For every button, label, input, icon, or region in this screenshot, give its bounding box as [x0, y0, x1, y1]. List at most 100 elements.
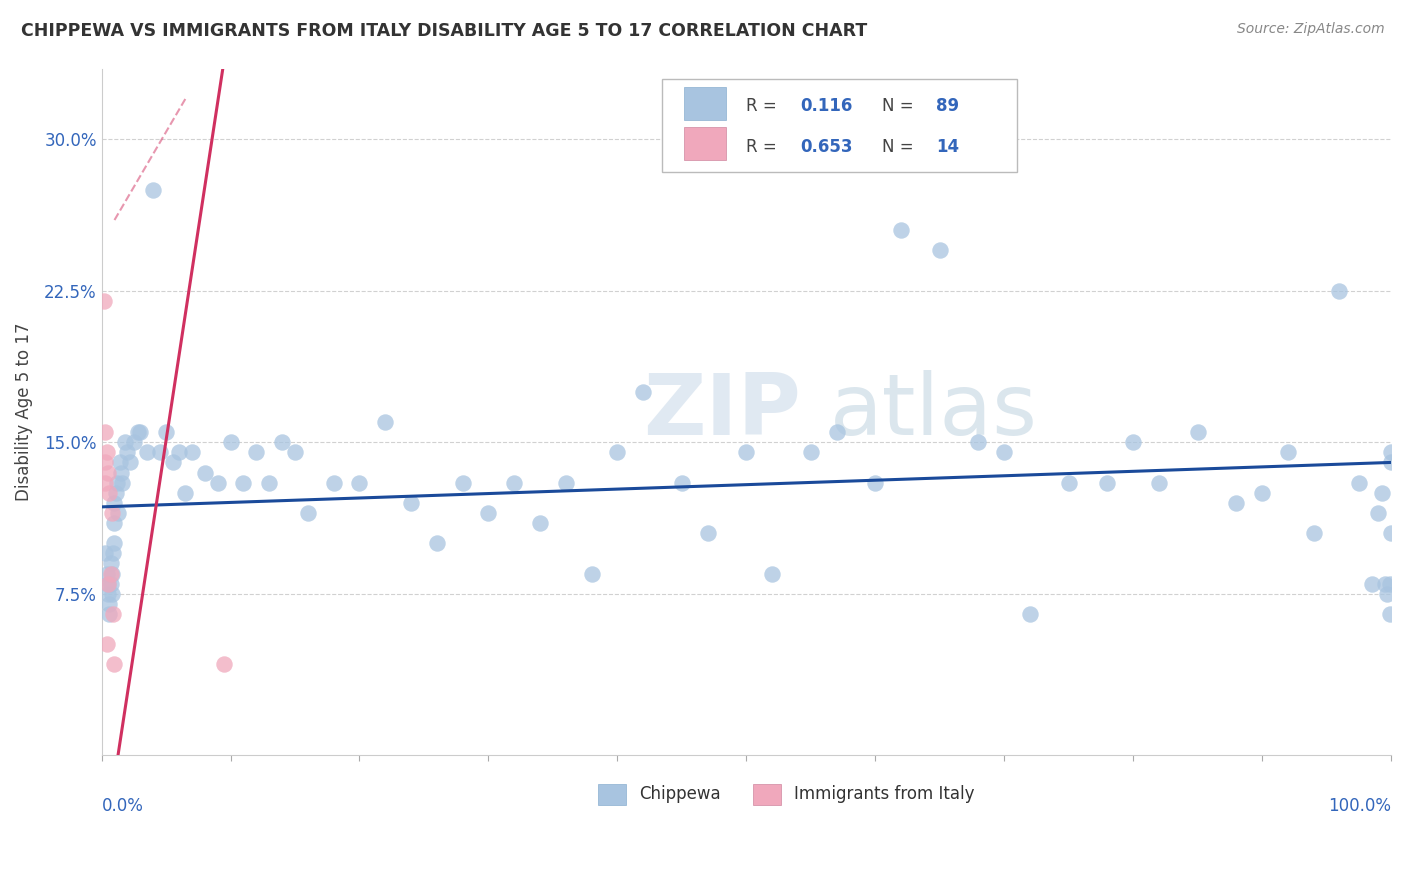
Point [477, 506, 499, 520]
Point [631, 384, 654, 399]
Point [94, 455, 117, 469]
Bar [752, 784, 782, 805]
Text: 0.116: 0.116 [800, 97, 853, 115]
Point [94, 546, 117, 560]
Point [180, 445, 202, 459]
Text: 0.0%: 0.0% [101, 797, 143, 814]
Point [1374, 576, 1396, 591]
Point [174, 485, 197, 500]
Text: 89: 89 [936, 97, 959, 115]
Text: 100.0%: 100.0% [1329, 797, 1391, 814]
Point [671, 475, 693, 490]
Point [101, 506, 124, 520]
Bar [598, 784, 627, 805]
Point [111, 475, 134, 490]
Point [1379, 526, 1402, 541]
Point [245, 445, 267, 459]
Bar [685, 87, 725, 120]
Point [114, 435, 136, 450]
Point [96, 445, 118, 459]
Point [100, 557, 122, 571]
Point [219, 435, 242, 450]
Point [503, 475, 526, 490]
Point [1371, 485, 1393, 500]
Point [118, 455, 141, 469]
Point [1367, 506, 1389, 520]
Point [1361, 576, 1384, 591]
Point [257, 475, 280, 490]
Point [100, 566, 122, 581]
Point [97, 576, 120, 591]
Point [96, 637, 118, 651]
Point [105, 475, 128, 490]
Point [271, 435, 294, 450]
Point [103, 657, 125, 672]
Point [94, 475, 117, 490]
Text: atlas: atlas [830, 370, 1038, 453]
Point [800, 445, 823, 459]
Point [890, 223, 912, 237]
Point [129, 425, 152, 439]
Point [1225, 496, 1247, 510]
Point [1329, 284, 1351, 298]
Point [297, 506, 319, 520]
Point [103, 536, 125, 550]
Point [167, 445, 190, 459]
Text: Immigrants from Italy: Immigrants from Italy [794, 786, 974, 804]
Point [94, 425, 117, 439]
FancyBboxPatch shape [662, 78, 1017, 171]
Bar [685, 127, 725, 160]
Point [96, 566, 118, 581]
Point [122, 435, 145, 450]
Point [1019, 607, 1042, 621]
Point [928, 244, 950, 258]
Point [117, 445, 139, 459]
Point [967, 435, 990, 450]
Point [322, 475, 344, 490]
Point [142, 183, 165, 197]
Point [399, 496, 422, 510]
Point [1376, 587, 1399, 601]
Text: Source: ZipAtlas.com: Source: ZipAtlas.com [1237, 22, 1385, 37]
Point [100, 576, 122, 591]
Point [1097, 475, 1119, 490]
Point [529, 516, 551, 530]
Point [149, 445, 172, 459]
Point [98, 607, 121, 621]
Point [207, 475, 229, 490]
Point [135, 445, 157, 459]
Point [1057, 475, 1080, 490]
Point [1378, 607, 1400, 621]
Point [97, 466, 120, 480]
Point [349, 475, 371, 490]
Point [162, 455, 184, 469]
Point [451, 475, 474, 490]
Point [104, 485, 127, 500]
Text: N =: N = [882, 97, 918, 115]
Point [103, 496, 125, 510]
Text: N =: N = [882, 137, 918, 155]
Point [1302, 526, 1324, 541]
Point [110, 466, 132, 480]
Point [735, 445, 758, 459]
Point [1277, 445, 1299, 459]
Point [98, 485, 121, 500]
Point [1379, 445, 1402, 459]
Text: R =: R = [747, 97, 782, 115]
Point [1347, 475, 1369, 490]
Point [865, 475, 887, 490]
Point [284, 445, 307, 459]
Point [1122, 435, 1144, 450]
Point [155, 425, 177, 439]
Point [554, 475, 576, 490]
Point [107, 506, 129, 520]
Point [212, 657, 235, 672]
Y-axis label: Disability Age 5 to 17: Disability Age 5 to 17 [15, 323, 32, 501]
Text: Chippewa: Chippewa [640, 786, 721, 804]
Text: 0.653: 0.653 [800, 137, 853, 155]
Point [103, 516, 125, 530]
Point [108, 455, 131, 469]
Point [1187, 425, 1209, 439]
Point [232, 475, 254, 490]
Point [825, 425, 848, 439]
